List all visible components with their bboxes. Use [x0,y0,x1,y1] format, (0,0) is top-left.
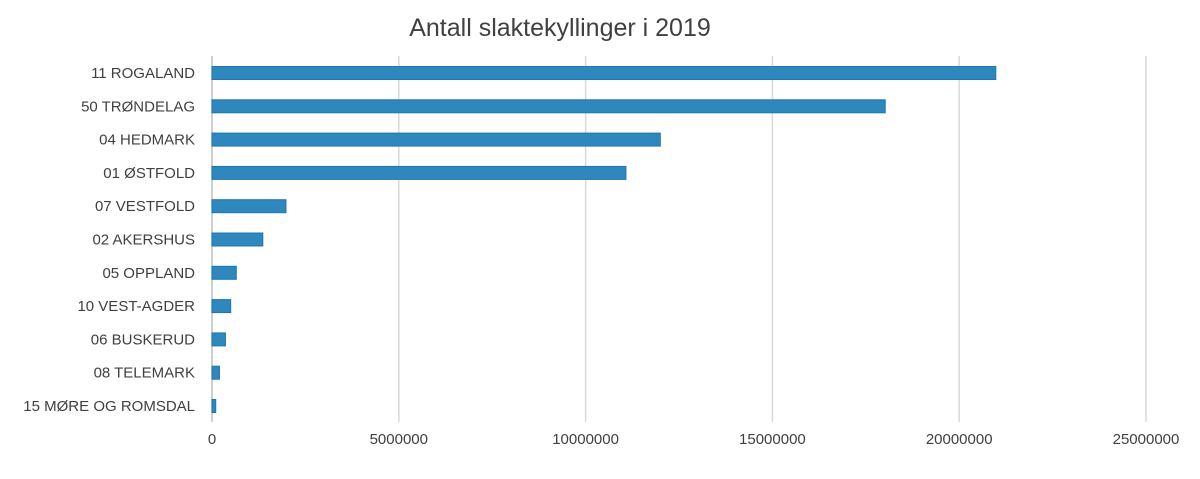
x-tick-label: 20000000 [926,431,993,448]
x-tick-label: 10000000 [552,431,619,448]
bar [211,265,237,280]
y-category-label: 05 OPPLAND [102,265,195,282]
bar [211,332,226,347]
y-category-label: 08 TELEMARK [94,365,195,382]
bar [211,99,886,114]
y-category-label: 02 AKERSHUS [92,232,195,249]
bar [211,66,997,80]
y-category-label: 04 HEDMARK [99,132,195,149]
bar [211,232,264,247]
x-tick-label: 15000000 [739,431,806,448]
y-category-label: 06 BUSKERUD [91,331,195,348]
y-category-label: 11 ROGALAND [91,65,195,82]
bar [211,132,661,147]
bar [211,299,232,314]
x-tick-label: 25000000 [1113,431,1180,448]
x-tick-label: 0 [208,431,216,448]
y-category-label: 50 TRØNDELAG [81,98,195,115]
chart-title: Antall slaktekyllinger i 2019 [409,14,711,42]
y-category-label: 15 MØRE OG ROMSDAL [23,398,195,415]
bar [211,399,217,413]
x-tick-label: 5000000 [370,431,428,448]
bar [211,165,627,180]
bar [211,365,220,380]
bar [211,199,287,214]
y-category-label: 01 ØSTFOLD [103,165,195,182]
y-category-label: 10 VEST-AGDER [77,298,195,315]
y-category-label: 07 VESTFOLD [95,198,195,215]
